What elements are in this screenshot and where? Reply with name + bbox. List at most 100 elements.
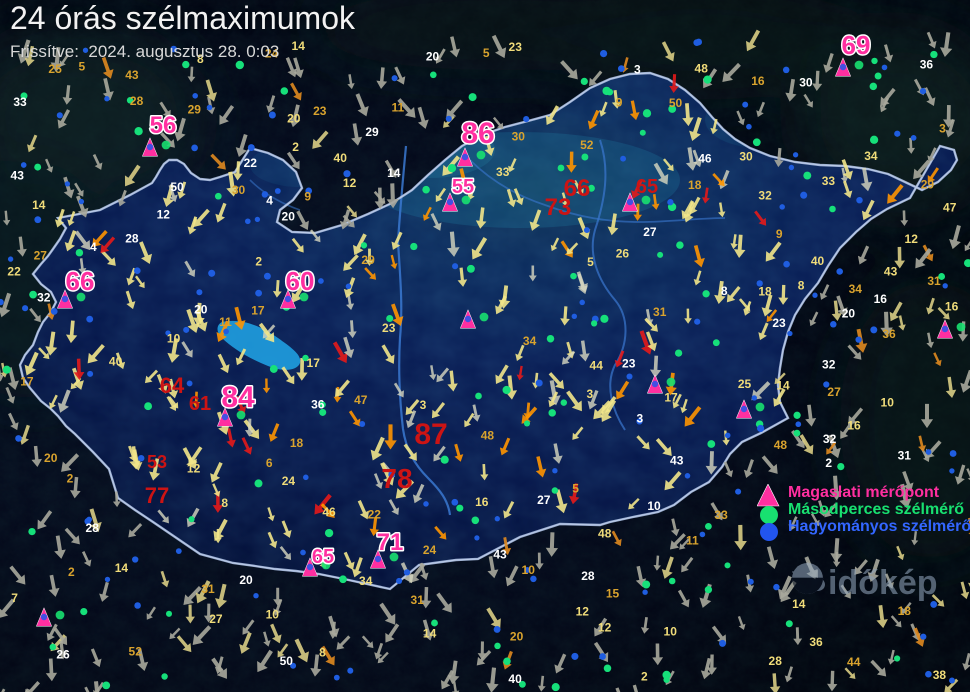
svg-text:44: 44 — [847, 655, 861, 669]
svg-text:16: 16 — [874, 292, 888, 306]
svg-text:8: 8 — [221, 496, 228, 510]
svg-text:27: 27 — [537, 493, 551, 507]
svg-text:2: 2 — [67, 472, 74, 486]
svg-text:4: 4 — [90, 240, 97, 254]
svg-text:78: 78 — [381, 463, 412, 494]
svg-text:47: 47 — [354, 393, 368, 407]
svg-text:14: 14 — [292, 39, 306, 53]
svg-text:11: 11 — [392, 100, 405, 114]
svg-text:32: 32 — [758, 188, 772, 202]
svg-text:20: 20 — [44, 451, 58, 465]
svg-text:4: 4 — [266, 194, 273, 208]
svg-text:36: 36 — [809, 635, 823, 649]
svg-text:34: 34 — [849, 282, 863, 296]
svg-text:20: 20 — [282, 209, 296, 223]
svg-text:65: 65 — [312, 546, 334, 568]
svg-text:30: 30 — [232, 183, 246, 197]
svg-text:71: 71 — [377, 529, 404, 556]
svg-text:26: 26 — [56, 648, 70, 662]
svg-text:24: 24 — [423, 543, 437, 557]
svg-text:16: 16 — [475, 495, 489, 509]
svg-text:20: 20 — [426, 50, 440, 64]
svg-text:34: 34 — [864, 149, 878, 163]
svg-text:16: 16 — [945, 299, 959, 313]
svg-text:10: 10 — [664, 625, 678, 639]
svg-text:6: 6 — [266, 456, 273, 470]
svg-text:15: 15 — [606, 587, 620, 601]
svg-text:40: 40 — [109, 354, 123, 368]
svg-text:28: 28 — [86, 521, 100, 535]
svg-text:20: 20 — [842, 306, 856, 320]
svg-text:14: 14 — [423, 626, 437, 640]
svg-text:31: 31 — [898, 449, 912, 463]
svg-text:24: 24 — [282, 474, 296, 488]
svg-text:10: 10 — [266, 607, 280, 621]
svg-text:12: 12 — [905, 232, 919, 246]
svg-text:34: 34 — [359, 574, 373, 588]
svg-text:5: 5 — [587, 255, 594, 269]
svg-text:40: 40 — [334, 151, 348, 165]
svg-text:46: 46 — [322, 505, 336, 519]
svg-text:87: 87 — [414, 418, 447, 451]
svg-text:9: 9 — [616, 96, 623, 110]
svg-text:18: 18 — [898, 604, 912, 618]
svg-text:5: 5 — [572, 481, 579, 495]
svg-text:52: 52 — [580, 138, 594, 152]
svg-text:23: 23 — [382, 321, 396, 335]
svg-text:27: 27 — [643, 225, 657, 239]
svg-text:61: 61 — [189, 393, 211, 415]
svg-text:23: 23 — [622, 356, 636, 370]
svg-text:3: 3 — [420, 398, 427, 412]
svg-text:25: 25 — [48, 62, 62, 76]
svg-text:14: 14 — [792, 597, 806, 611]
svg-text:52: 52 — [129, 644, 143, 658]
svg-text:14: 14 — [776, 378, 790, 392]
svg-text:27: 27 — [34, 248, 48, 262]
svg-text:12: 12 — [157, 207, 171, 221]
svg-text:43: 43 — [11, 168, 25, 182]
svg-text:23: 23 — [509, 40, 523, 54]
svg-text:9: 9 — [304, 189, 311, 203]
svg-text:17: 17 — [251, 304, 265, 318]
svg-text:31: 31 — [927, 274, 941, 288]
svg-text:18: 18 — [688, 178, 702, 192]
svg-text:43: 43 — [493, 548, 507, 562]
svg-text:2: 2 — [641, 670, 648, 684]
svg-text:38: 38 — [933, 668, 947, 682]
svg-text:12: 12 — [576, 604, 590, 618]
svg-text:48: 48 — [481, 429, 495, 443]
svg-text:3: 3 — [586, 387, 593, 401]
svg-text:30: 30 — [512, 129, 526, 143]
svg-text:23: 23 — [313, 104, 327, 118]
svg-text:46: 46 — [698, 152, 712, 166]
svg-text:14: 14 — [115, 561, 129, 575]
svg-text:28: 28 — [581, 569, 595, 583]
svg-text:31: 31 — [411, 593, 425, 607]
svg-text:50: 50 — [669, 96, 683, 110]
svg-text:23: 23 — [772, 316, 786, 330]
svg-text:32: 32 — [37, 290, 51, 304]
svg-text:36: 36 — [311, 398, 325, 412]
svg-text:17: 17 — [307, 356, 321, 370]
svg-text:11: 11 — [686, 534, 699, 548]
svg-text:2: 2 — [825, 456, 832, 470]
svg-text:69: 69 — [842, 30, 871, 60]
svg-text:10: 10 — [167, 332, 181, 346]
svg-text:3: 3 — [939, 121, 946, 135]
svg-text:44: 44 — [590, 359, 604, 373]
svg-text:2: 2 — [292, 140, 299, 154]
svg-text:33: 33 — [714, 508, 728, 522]
svg-text:10: 10 — [881, 396, 895, 410]
svg-text:43: 43 — [884, 265, 898, 279]
svg-text:22: 22 — [244, 156, 258, 170]
svg-text:12: 12 — [187, 461, 201, 475]
svg-text:18: 18 — [290, 436, 304, 450]
svg-text:25: 25 — [738, 377, 752, 391]
svg-text:29: 29 — [361, 253, 375, 267]
svg-text:8: 8 — [721, 284, 728, 298]
svg-text:10: 10 — [522, 563, 536, 577]
svg-text:10: 10 — [647, 499, 661, 513]
svg-text:5: 5 — [483, 46, 490, 60]
svg-text:30: 30 — [739, 150, 753, 164]
svg-text:22: 22 — [7, 265, 21, 279]
